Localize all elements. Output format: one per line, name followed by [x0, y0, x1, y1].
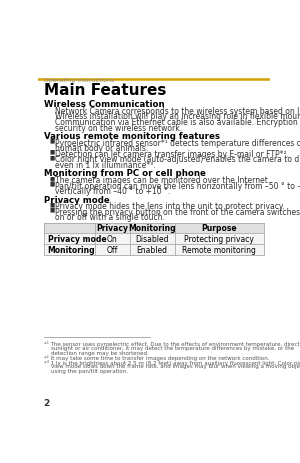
Text: Privacy mode: Privacy mode — [44, 195, 110, 204]
Text: vertically from –40 ° to +10 °.: vertically from –40 ° to +10 °. — [55, 187, 170, 196]
Text: Pan/tilt operation can move the lens horizontally from –50 ° to +50 ° and: Pan/tilt operation can move the lens hor… — [55, 181, 300, 190]
Text: Off: Off — [107, 245, 118, 255]
Text: On: On — [107, 235, 118, 244]
Text: Monitoring: Monitoring — [48, 245, 95, 255]
Text: Privacy mode hides the lens into the unit to protect privacy.: Privacy mode hides the lens into the uni… — [55, 202, 284, 211]
Bar — [44, 223, 264, 234]
Text: human body or animals.: human body or animals. — [55, 144, 148, 153]
Text: Wireless Communication: Wireless Communication — [44, 100, 164, 109]
Text: view mode slows down the frame rate, and images may blur when viewing a moving o: view mode slows down the frame rate, and… — [44, 363, 300, 369]
Text: ■: ■ — [49, 150, 54, 155]
Text: *³ 1 lx is the brightness about 2.5 m (8.2 feet) away from auxiliary fluorescent: *³ 1 lx is the brightness about 2.5 m (8… — [44, 359, 300, 365]
Text: sunlight or air conditioner, it may detect the temperature differences by mistak: sunlight or air conditioner, it may dete… — [44, 345, 294, 350]
Text: ■: ■ — [49, 202, 54, 207]
Text: The camera images can be monitored over the Internet.: The camera images can be monitored over … — [55, 175, 270, 185]
Text: using the pan/tilt operation.: using the pan/tilt operation. — [44, 368, 128, 373]
Text: Wireless installation will play an increasing role in flexible mounting.: Wireless installation will play an incre… — [55, 112, 300, 121]
Text: Privacy mode: Privacy mode — [48, 235, 106, 244]
Text: Detection can let camera transfer images by E-mail or FTP*².: Detection can let camera transfer images… — [55, 150, 289, 158]
Text: Pyroelectric infrared sensor*¹ detects temperature differences caused by a: Pyroelectric infrared sensor*¹ detects t… — [55, 138, 300, 147]
Text: ■: ■ — [49, 155, 54, 160]
Text: even in 1 lx illuminance*³.: even in 1 lx illuminance*³. — [55, 161, 155, 169]
Bar — [44, 234, 264, 244]
Text: detection range may be shortened.: detection range may be shortened. — [44, 350, 148, 355]
Text: Pressing the privacy button on the front of the camera switches privacy mode: Pressing the privacy button on the front… — [55, 207, 300, 216]
Text: Disabled: Disabled — [135, 235, 169, 244]
Bar — [44, 244, 264, 255]
Text: Main Features: Main Features — [44, 83, 166, 98]
Text: Operating Instructions: Operating Instructions — [44, 78, 114, 83]
Text: Privacy: Privacy — [97, 224, 128, 233]
Text: 2: 2 — [44, 398, 50, 407]
Text: ■: ■ — [49, 207, 54, 213]
Text: Enabled: Enabled — [136, 245, 168, 255]
Text: ■: ■ — [49, 175, 54, 181]
Text: Purpose: Purpose — [201, 224, 237, 233]
Text: *² It may take some time to transfer images depending on the network condition.: *² It may take some time to transfer ima… — [44, 355, 269, 360]
Text: security on the wireless network.: security on the wireless network. — [55, 123, 182, 132]
Text: Various remote monitoring features: Various remote monitoring features — [44, 132, 220, 141]
Text: Monitoring from PC or cell phone: Monitoring from PC or cell phone — [44, 169, 206, 178]
Text: Protecting privacy: Protecting privacy — [184, 235, 254, 244]
Text: Monitoring: Monitoring — [128, 224, 176, 233]
Text: Network Camera corresponds to the wireless system based on IEEE 802.11b/g.: Network Camera corresponds to the wirele… — [55, 106, 300, 116]
Text: on or off with a single touch.: on or off with a single touch. — [55, 213, 164, 222]
Text: ■: ■ — [49, 138, 54, 144]
Text: ■: ■ — [49, 181, 54, 186]
Text: Remote monitoring: Remote monitoring — [182, 245, 256, 255]
Text: Color night view mode (auto-adjusted) enables the camera to display images: Color night view mode (auto-adjusted) en… — [55, 155, 300, 164]
Text: *¹ The sensor uses pyroelectric effect. Due to the effects of environment temper: *¹ The sensor uses pyroelectric effect. … — [44, 341, 299, 347]
Text: Communication via Ethernet cable is also available. Encryption establishes the: Communication via Ethernet cable is also… — [55, 118, 300, 127]
